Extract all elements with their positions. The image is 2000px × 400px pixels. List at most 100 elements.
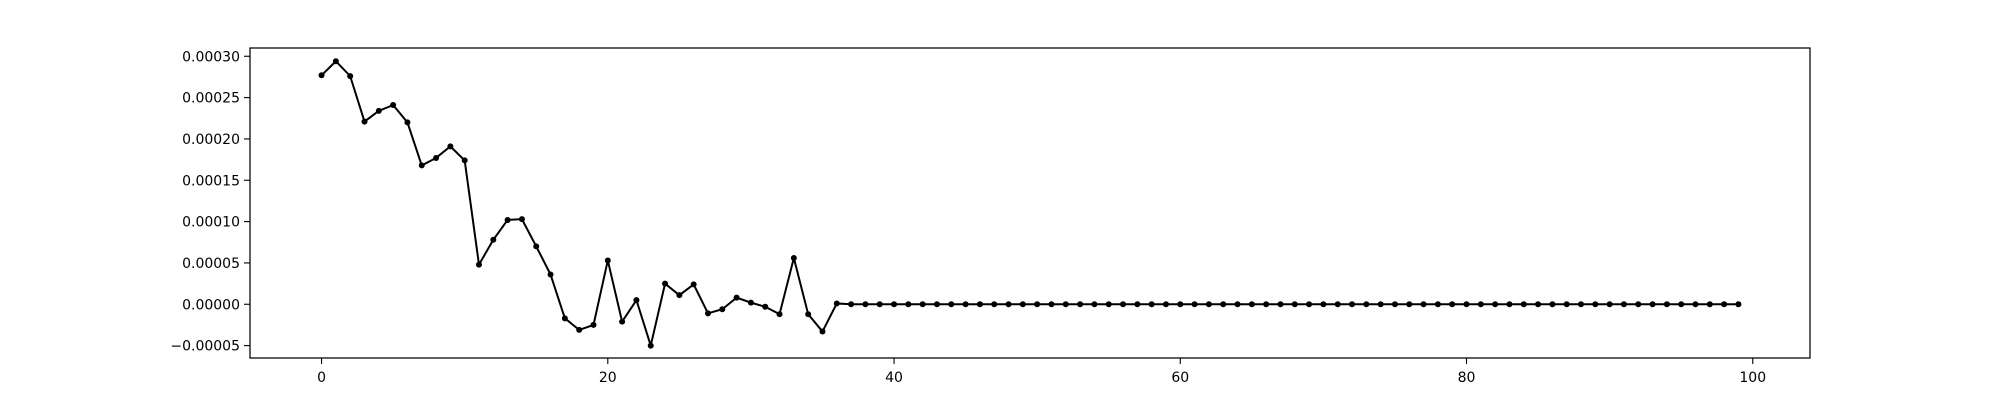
data-point	[1048, 301, 1055, 308]
data-point	[1291, 301, 1298, 308]
data-point	[1148, 301, 1155, 308]
data-point	[1492, 301, 1499, 308]
data-point	[461, 157, 468, 164]
data-point	[919, 301, 926, 308]
data-point	[1620, 301, 1627, 308]
data-point	[1592, 301, 1599, 308]
data-point	[1391, 301, 1398, 308]
data-point	[518, 216, 525, 223]
data-point	[533, 243, 540, 250]
data-point	[1706, 301, 1713, 308]
data-point	[833, 300, 840, 307]
data-point	[1306, 301, 1313, 308]
data-point	[1234, 301, 1241, 308]
data-point	[433, 154, 440, 161]
data-point	[1334, 301, 1341, 308]
data-point	[561, 315, 568, 322]
data-point	[490, 236, 497, 243]
data-point	[1635, 301, 1642, 308]
data-point	[891, 301, 898, 308]
data-point	[933, 301, 940, 308]
data-point	[1248, 301, 1255, 308]
data-point	[1191, 301, 1198, 308]
data-point	[1205, 301, 1212, 308]
data-point	[404, 119, 411, 126]
data-point	[1077, 301, 1084, 308]
data-point	[948, 301, 955, 308]
x-tick-label: 40	[885, 370, 903, 386]
y-tick-label: 0.00015	[182, 173, 240, 189]
data-point	[1363, 301, 1370, 308]
data-point	[1134, 301, 1141, 308]
data-point	[347, 73, 354, 80]
data-point	[1263, 301, 1270, 308]
data-point	[848, 301, 855, 308]
data-point	[504, 216, 511, 223]
data-point	[475, 261, 482, 268]
data-point	[662, 280, 669, 287]
data-point	[1477, 301, 1484, 308]
data-point	[332, 58, 339, 65]
data-point	[991, 301, 998, 308]
data-point	[1377, 301, 1384, 308]
data-point	[1320, 301, 1327, 308]
plot-area: 0 20 40 60 80 100 −0.00005 0.00000 0.00005 0.000…	[170, 47, 1811, 386]
data-point	[1220, 301, 1227, 308]
data-point	[1692, 301, 1699, 308]
x-tick-label: 0	[317, 370, 326, 386]
y-tick-label: 0.00020	[182, 132, 240, 148]
data-point	[719, 306, 726, 313]
data-point	[790, 254, 797, 261]
data-point	[1578, 301, 1585, 308]
data-point	[1721, 301, 1728, 308]
data-point	[1649, 301, 1656, 308]
y-axis: −0.00005 0.00000 0.00005 0.00010 0.00015 0.00…	[170, 49, 250, 355]
data-point	[1549, 301, 1556, 308]
data-point	[1449, 301, 1456, 308]
data-point	[576, 326, 583, 333]
x-tick-label: 80	[1458, 370, 1476, 386]
y-tick-label: 0.00005	[182, 256, 240, 272]
data-point	[1277, 301, 1284, 308]
data-point	[1162, 301, 1169, 308]
data-point	[361, 118, 368, 125]
data-point	[1120, 301, 1127, 308]
data-point	[1463, 301, 1470, 308]
data-point	[1019, 301, 1026, 308]
data-point	[633, 297, 640, 304]
y-tick-label: 0.00030	[182, 49, 240, 65]
data-point	[1678, 301, 1685, 308]
data-point	[905, 301, 912, 308]
data-point	[747, 299, 754, 306]
data-point	[1034, 301, 1041, 308]
data-point	[1406, 301, 1413, 308]
data-point	[690, 281, 697, 288]
data-point	[876, 301, 883, 308]
data-point	[1663, 301, 1670, 308]
data-point	[604, 257, 611, 264]
axes-frame	[249, 47, 1811, 359]
series-line	[320, 59, 1739, 350]
data-point	[819, 328, 826, 335]
x-tick-label: 100	[1739, 370, 1766, 386]
data-point	[1091, 301, 1098, 308]
data-point	[447, 143, 454, 150]
data-point	[1520, 301, 1527, 308]
data-point	[776, 311, 783, 318]
data-point	[547, 271, 554, 278]
data-point	[1506, 301, 1513, 308]
data-point	[1735, 301, 1742, 308]
y-tick-label: 0.00025	[182, 91, 240, 107]
data-point	[733, 294, 740, 301]
data-point	[318, 72, 325, 79]
data-point	[1349, 301, 1356, 308]
data-point	[375, 107, 382, 114]
series-points	[318, 58, 1742, 349]
data-point	[418, 162, 425, 169]
data-point	[590, 321, 597, 328]
y-tick-label: 0.00010	[182, 215, 240, 231]
data-point	[1062, 301, 1069, 308]
x-axis: 0 20 40 60 80 100	[317, 358, 1766, 386]
data-point	[676, 292, 683, 299]
